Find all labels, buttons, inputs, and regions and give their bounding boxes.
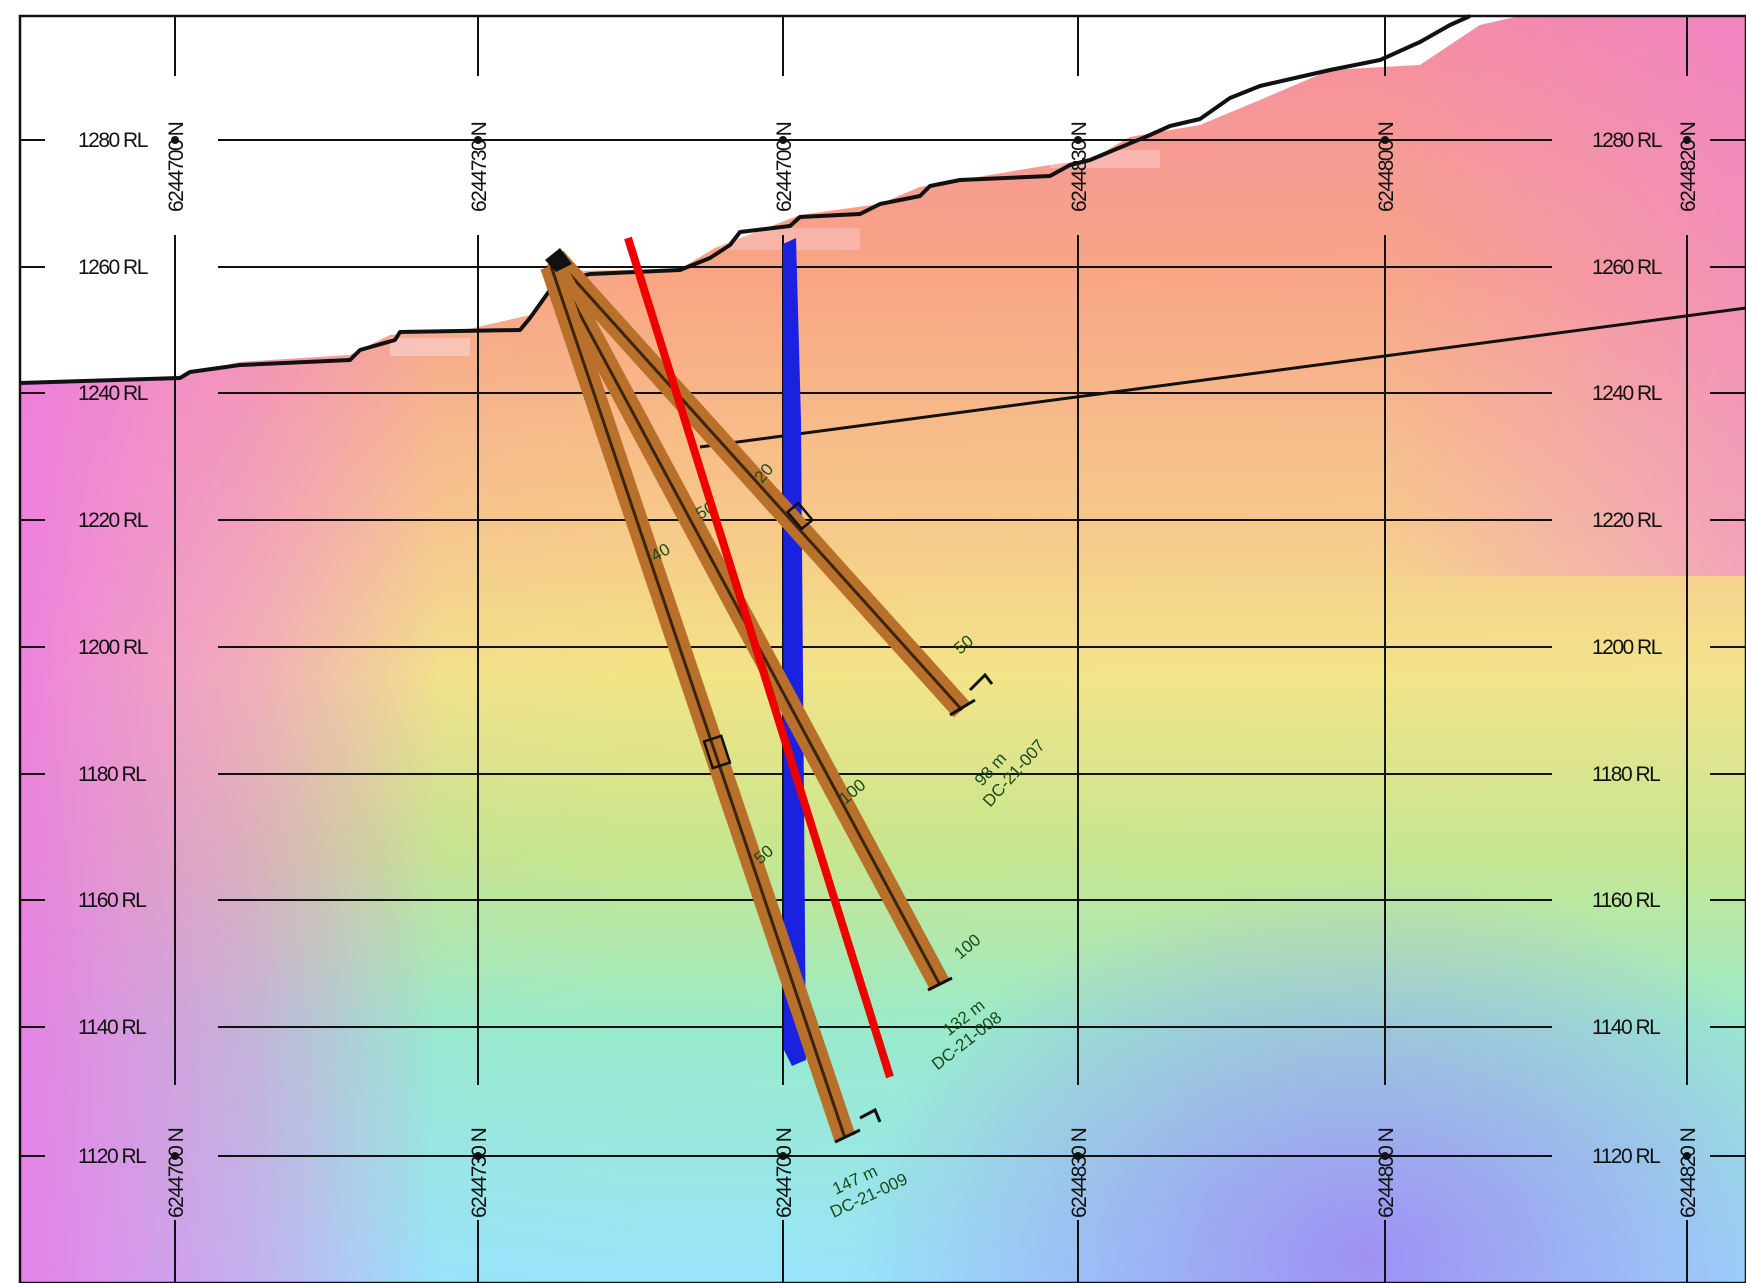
elevation-labels-left: 1280 RL 1260 RL 1240 RL 1220 RL 1200 RL 1180 … [78,129,149,1168]
elevation-label-left: 1200 RL [78,636,148,659]
elevation-label-right: 1140 RL [1592,1016,1660,1039]
eoh-marker-dc-21-008 [927,976,953,992]
topography-line [19,14,1471,385]
northing-label-top: 6244830 N [1068,122,1091,212]
elevation-label-left: 1140 RL [78,1016,146,1039]
elevation-label-right: 1180 RL [1592,763,1660,786]
interval-marker [702,734,732,770]
northing-label-top: 6244700 N [773,122,796,212]
elevation-label-right: 1260 RL [1592,256,1662,279]
elevation-label-right: 1280 RL [1592,129,1662,152]
section-frame [18,14,1746,1283]
elevation-label-right: 1160 RL [1592,889,1660,912]
vertical-structure [783,238,806,1066]
northing-label-bottom: 6244730 N [468,1128,491,1218]
elevation-label-left: 1260 RL [78,256,148,279]
northing-label-top: 6244700 N [165,122,188,212]
northing-label-top: 6244820 N [1677,122,1700,212]
elevation-label-left: 1120 RL [78,1145,146,1168]
elevation-label-left: 1160 RL [78,889,146,912]
grid [20,16,1746,1283]
northing-label-top: 6244730 N [468,122,491,212]
elevation-label-right: 1120 RL [1592,1145,1660,1168]
elevation-label-right: 1200 RL [1592,636,1662,659]
elevation-label-left: 1240 RL [78,382,148,405]
elevation-label-left: 1220 RL [78,509,148,532]
northing-label-top: 6244800 N [1375,122,1398,212]
interpreted-structure-line [624,236,894,1079]
eoh-marker-dc-21-007 [949,672,994,717]
northing-label-bottom: 6244700 N [165,1128,188,1218]
northing-labels-top: 6244700 N 6244730 N 6244700 N 6244830 N 6244… [165,122,1700,212]
interval-marker [785,501,815,531]
elevation-label-left: 1180 RL [78,763,146,786]
elevation-labels-right: 1280 RL 1260 RL 1240 RL 1220 RL 1200 RL 1180 … [1592,129,1663,1168]
drill-collar [545,248,572,272]
northing-label-bottom: 6244800 N [1375,1128,1398,1218]
northing-label-bottom: 6244830 N [1068,1128,1091,1218]
elevation-label-right: 1240 RL [1592,382,1662,405]
northing-label-bottom: 6244700 N [773,1128,796,1218]
eoh-marker-dc-21-009 [834,1107,882,1144]
northing-label-bottom: 6244820 N [1677,1128,1700,1218]
section-trace-line [699,306,1746,449]
northing-labels-bottom: 6244700 N 6244730 N 6244700 N 6244830 N 6244… [165,1128,1700,1218]
elevation-label-left: 1280 RL [78,129,148,152]
elevation-label-right: 1220 RL [1592,509,1662,532]
